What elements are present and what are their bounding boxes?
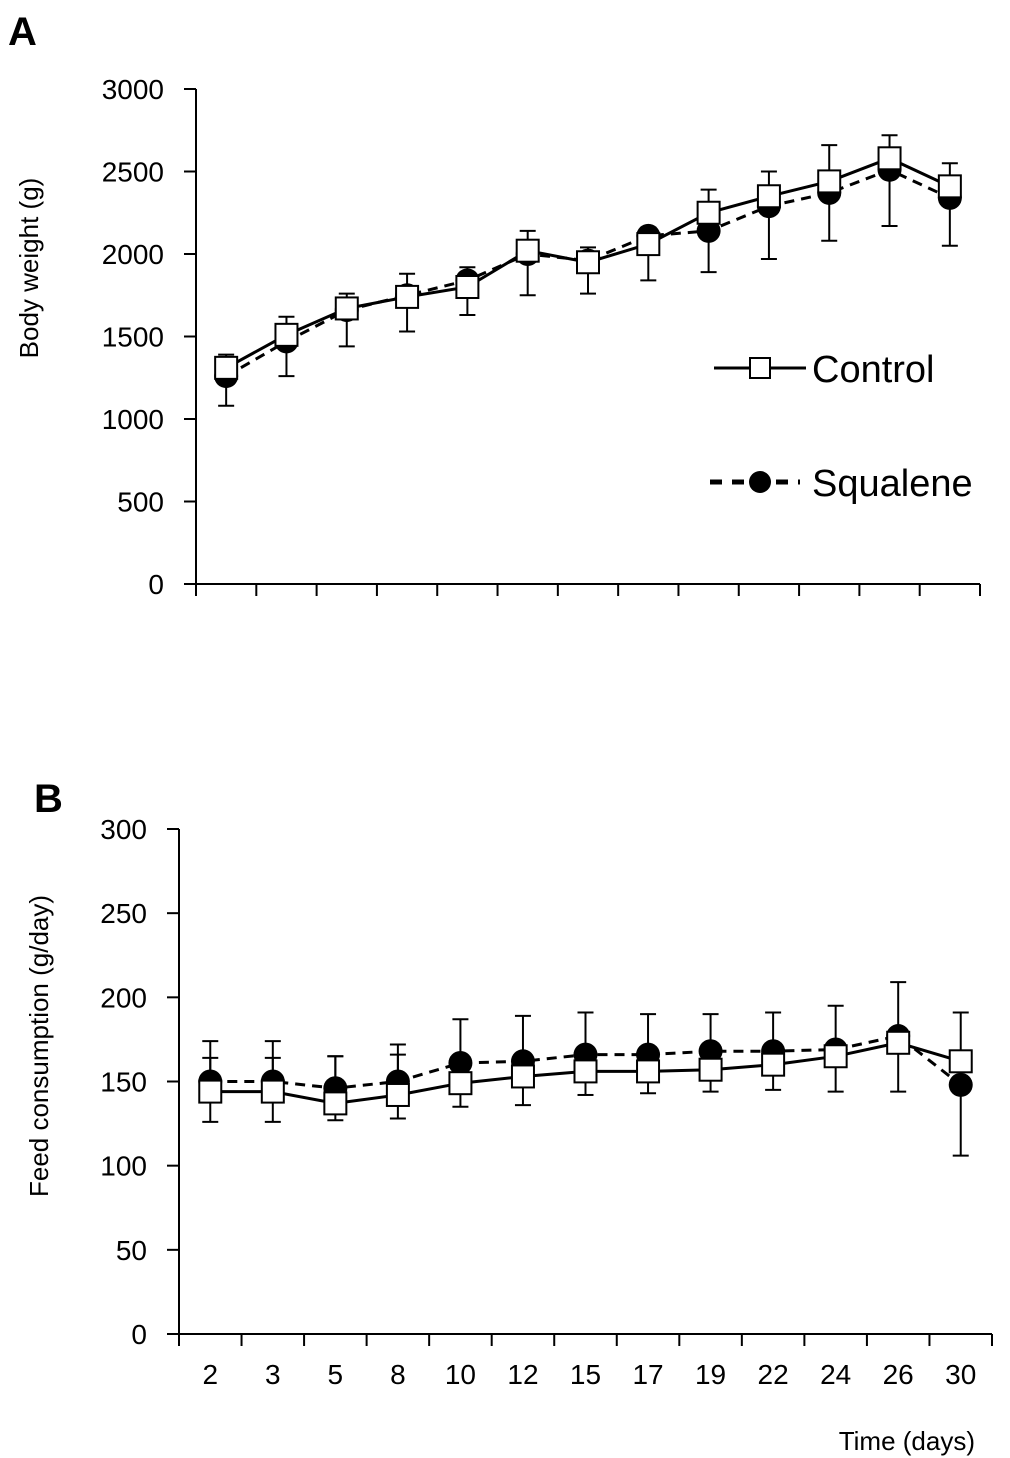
panel-b-control-point (698, 1057, 723, 1082)
panel-b-x-tick-label: 24 (820, 1359, 851, 1390)
panel-a-control-point (756, 184, 781, 209)
panel-a-y-tick-label: 3000 (102, 74, 164, 105)
panel-b-y-tick-label: 250 (100, 898, 147, 929)
panel-a-control-point (395, 284, 420, 309)
panel-b-control-point (448, 1071, 473, 1096)
panel-b-x-tick-label: 8 (390, 1359, 406, 1390)
panel-b-x-tick-label: 5 (328, 1359, 344, 1390)
panel-a-control-point (817, 169, 842, 194)
panel-b-control-point (761, 1052, 786, 1077)
panel-b-x-tick-label: 10 (445, 1359, 476, 1390)
panel-a-control-point (214, 355, 239, 380)
panel-b-control-point (385, 1082, 410, 1107)
panel-b-control-point (636, 1059, 661, 1084)
panel-b-y-tick-label: 100 (100, 1151, 147, 1182)
panel-b-chart: 0 50 100 150 200 250 300 2 3 5 8 10 12 15 17 19 22 24 26 30 (100, 814, 993, 1390)
panel-a-y-tick-label: 2000 (102, 239, 164, 270)
panel-a-control-point (455, 275, 480, 299)
panel-b-control-point (948, 1049, 973, 1074)
panel-b-y-axis-label: Feed consumption (g/day) (24, 895, 54, 1197)
panel-b-x-tick-label: 17 (632, 1359, 663, 1390)
panel-b-y-tick-label: 200 (100, 982, 147, 1013)
panel-b-x-tick-label: 26 (883, 1359, 914, 1390)
panel-b-control-point (260, 1079, 285, 1104)
panel-a-y-tick-label: 0 (148, 569, 164, 600)
panel-b-control-point (510, 1064, 535, 1089)
panel-a-control-point (576, 250, 600, 275)
legend-squalene-marker (749, 471, 771, 493)
panel-a-y-tick-label: 500 (117, 487, 164, 518)
panel-b-x-tick-label: 19 (695, 1359, 726, 1390)
panel-b-y-tick-label: 50 (116, 1235, 147, 1266)
panel-b-x-tick-label: 15 (570, 1359, 601, 1390)
panel-b-x-tick-label: 2 (202, 1359, 218, 1390)
panel-b-x-tick-label: 22 (758, 1359, 789, 1390)
panel-a-control-point (334, 296, 359, 321)
panel-b-squalene-point (448, 1050, 473, 1075)
panel-b-x-tick-label: 3 (265, 1359, 281, 1390)
panel-a-chart: 0 500 1000 1500 2000 2500 3000 (102, 74, 981, 600)
panel-b-control-point (198, 1079, 223, 1104)
panel-b-control-point (573, 1059, 598, 1084)
legend-control-marker (749, 357, 771, 379)
legend-control-label: Control (812, 349, 935, 391)
panel-a-control-point (515, 238, 540, 263)
panel-b-x-tick-label: 12 (507, 1359, 538, 1390)
panel-letter-a: A (8, 10, 37, 54)
panel-b-x-tick-label: 30 (945, 1359, 976, 1390)
legend: Control Squalene (710, 349, 973, 505)
legend-squalene-label: Squalene (812, 463, 973, 505)
panel-b-y-tick-label: 0 (131, 1319, 147, 1350)
panel-a-y-tick-label: 1000 (102, 404, 164, 435)
panel-letter-b: B (34, 777, 63, 821)
panel-b-y-tick-label: 300 (100, 814, 147, 845)
panel-a-squalene-point (696, 218, 721, 243)
panel-b-x-axis-label: Time (days) (839, 1426, 975, 1456)
panel-a-control-point (636, 232, 661, 257)
panel-b-control-point (823, 1044, 848, 1069)
panel-a-y-tick-label: 2500 (102, 157, 164, 188)
panel-a-y-tick-label: 1500 (102, 322, 164, 353)
panel-b-squalene-point (948, 1072, 973, 1097)
panel-a-control-point (274, 322, 299, 347)
panel-a-y-axis-label: Body weight (g) (14, 178, 44, 359)
panel-b-y-tick-label: 150 (100, 1067, 147, 1098)
panel-a-control-point (937, 174, 962, 199)
panel-a-control-point (696, 200, 721, 225)
panel-b-control-point (886, 1030, 911, 1055)
panel-b-control-point (323, 1091, 348, 1116)
panel-a-control-point (877, 146, 902, 171)
panel-b-squalene-point (698, 1039, 723, 1064)
